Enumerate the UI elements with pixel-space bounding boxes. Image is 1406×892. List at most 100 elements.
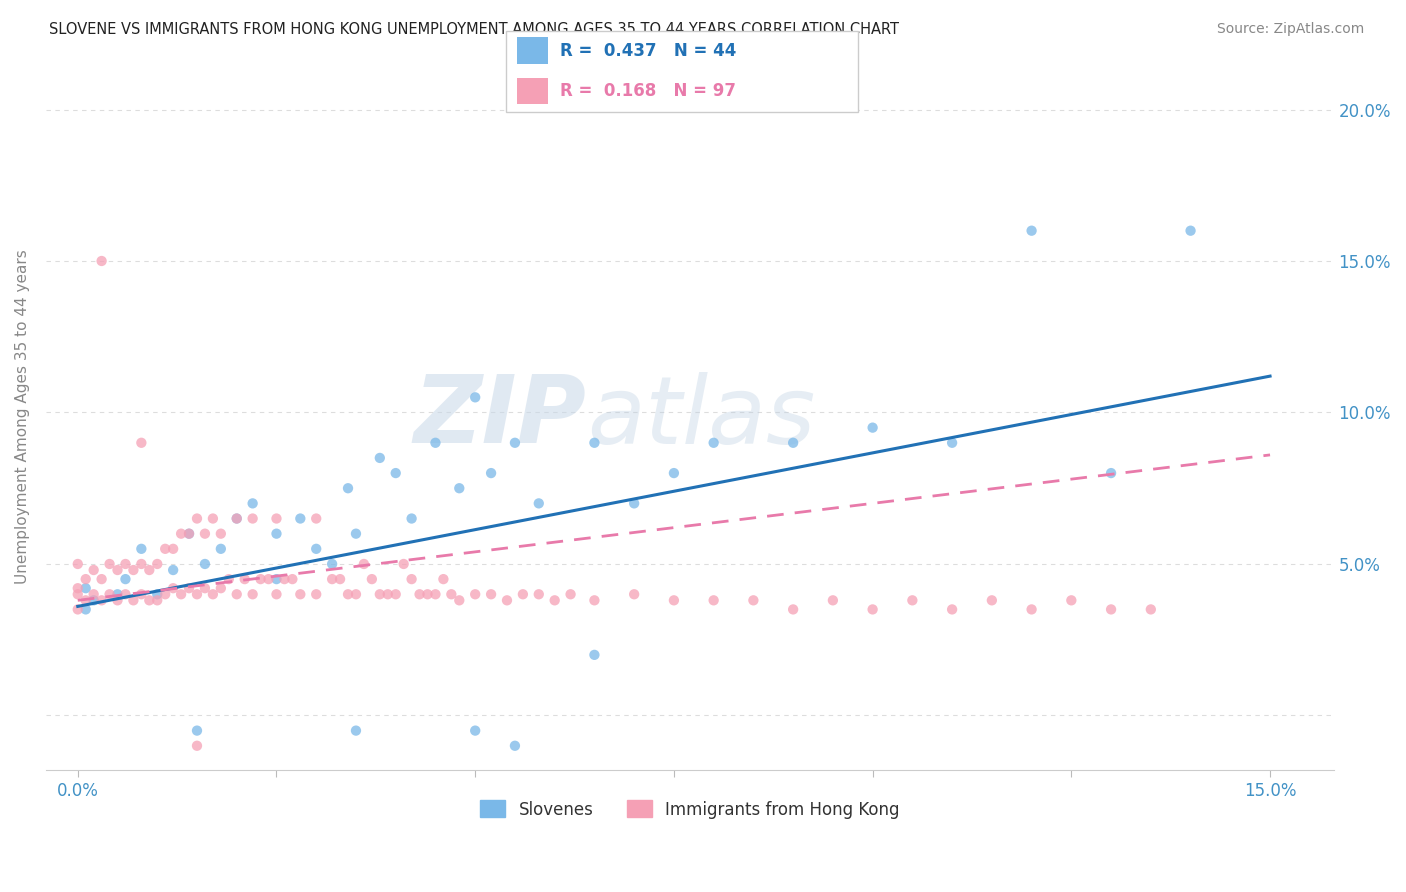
Point: [337, 481, 360, 495]
Point: [662, 593, 685, 607]
Point: [131, 435, 153, 450]
Point: [186, 587, 208, 601]
Point: [177, 526, 200, 541]
Point: [329, 572, 352, 586]
Point: [170, 587, 193, 601]
Point: [623, 587, 645, 601]
Point: [1180, 224, 1202, 238]
Point: [432, 572, 454, 586]
Point: [368, 587, 391, 601]
Point: [527, 587, 550, 601]
Point: [66, 602, 89, 616]
Point: [941, 435, 963, 450]
Point: [153, 541, 176, 556]
Point: [583, 593, 606, 607]
Point: [1021, 602, 1043, 616]
Point: [233, 572, 256, 586]
Point: [305, 587, 328, 601]
Point: [512, 587, 534, 601]
Point: [194, 557, 217, 571]
Point: [321, 557, 343, 571]
Point: [1099, 602, 1122, 616]
Point: [662, 466, 685, 480]
Point: [153, 587, 176, 601]
Point: [321, 572, 343, 586]
Point: [503, 435, 526, 450]
Point: [122, 563, 145, 577]
Point: [560, 587, 582, 601]
Point: [266, 526, 288, 541]
Point: [146, 593, 169, 607]
Point: [249, 572, 271, 586]
Point: [980, 593, 1002, 607]
Point: [401, 511, 423, 525]
Point: [273, 572, 295, 586]
Point: [201, 587, 224, 601]
Point: [901, 593, 924, 607]
Point: [170, 526, 193, 541]
Point: [408, 587, 430, 601]
Point: [377, 587, 399, 601]
Point: [194, 526, 217, 541]
Point: [107, 563, 129, 577]
Point: [225, 511, 247, 525]
Point: [1099, 466, 1122, 480]
Point: [583, 648, 606, 662]
Point: [941, 602, 963, 616]
Point: [344, 723, 367, 738]
Point: [384, 466, 406, 480]
Point: [209, 541, 232, 556]
Point: [225, 587, 247, 601]
Text: SLOVENE VS IMMIGRANTS FROM HONG KONG UNEMPLOYMENT AMONG AGES 35 TO 44 YEARS CORR: SLOVENE VS IMMIGRANTS FROM HONG KONG UNE…: [49, 22, 900, 37]
Point: [209, 581, 232, 595]
Point: [162, 581, 184, 595]
Point: [83, 563, 105, 577]
Point: [401, 572, 423, 586]
Point: [186, 511, 208, 525]
Point: [583, 435, 606, 450]
Point: [107, 587, 129, 601]
Point: [449, 593, 471, 607]
Point: [162, 541, 184, 556]
Point: [703, 435, 725, 450]
Point: [305, 511, 328, 525]
Point: [425, 435, 447, 450]
Point: [162, 563, 184, 577]
Point: [1140, 602, 1163, 616]
Point: [496, 593, 519, 607]
Text: ZIP: ZIP: [413, 371, 586, 463]
Text: R =  0.168   N = 97: R = 0.168 N = 97: [560, 82, 735, 100]
Point: [440, 587, 463, 601]
Point: [114, 587, 136, 601]
Point: [862, 602, 884, 616]
Text: R =  0.437   N = 44: R = 0.437 N = 44: [560, 42, 735, 60]
Point: [90, 572, 112, 586]
Point: [353, 557, 375, 571]
Point: [392, 557, 415, 571]
Point: [479, 466, 502, 480]
Point: [449, 481, 471, 495]
Point: [821, 593, 844, 607]
Point: [464, 390, 486, 404]
Point: [138, 593, 160, 607]
Point: [344, 526, 367, 541]
Point: [266, 587, 288, 601]
Point: [242, 496, 264, 510]
Point: [177, 526, 200, 541]
Point: [1060, 593, 1083, 607]
Point: [107, 593, 129, 607]
Point: [544, 593, 567, 607]
Point: [290, 587, 312, 601]
Point: [257, 572, 280, 586]
Point: [98, 557, 121, 571]
Point: [114, 572, 136, 586]
Point: [623, 496, 645, 510]
Point: [344, 587, 367, 601]
Point: [742, 593, 765, 607]
Point: [66, 581, 89, 595]
Point: [527, 496, 550, 510]
Point: [305, 541, 328, 556]
Point: [138, 563, 160, 577]
Point: [464, 723, 486, 738]
Point: [201, 511, 224, 525]
